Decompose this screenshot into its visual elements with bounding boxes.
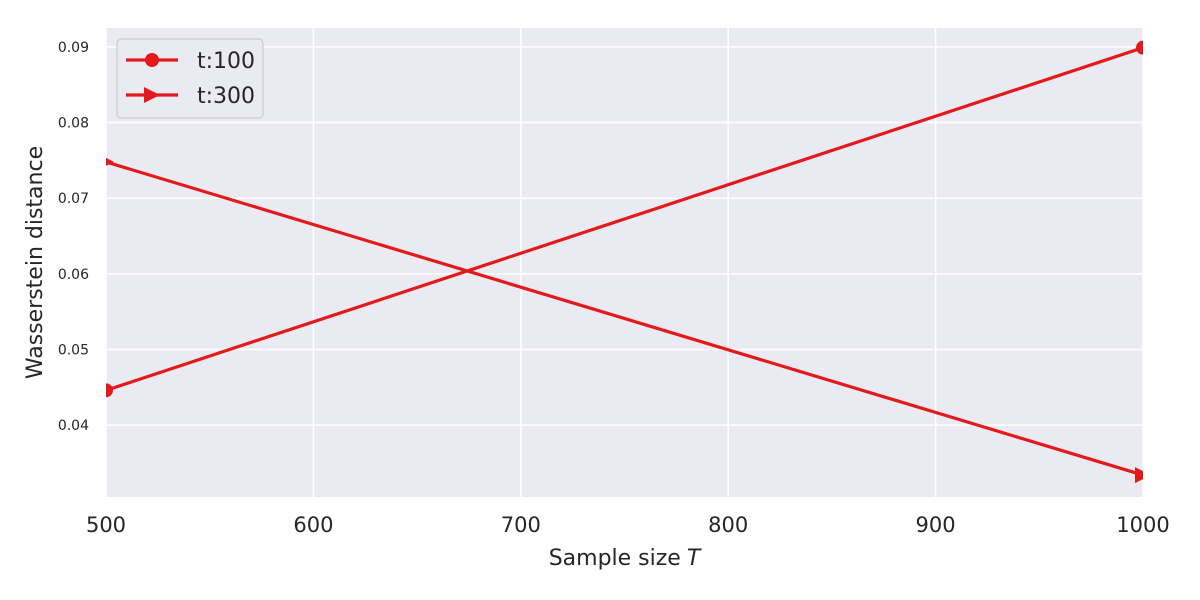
series-t-300 [106,157,1143,484]
legend-item: t:100 [126,49,255,74]
grid [105,28,1144,497]
legend-label: t:100 [197,49,255,74]
y-tick-label: 0.08 [58,116,89,132]
x-tick-label: 1000 [1116,513,1169,537]
data-point [106,157,114,166]
y-tick-label: 0.04 [58,418,89,434]
legend-label: t:300 [197,84,255,109]
legend: t:100 t:300 [116,38,264,119]
x-tick-label: 700 [501,513,541,537]
y-tick-labels: 0.04 0.05 0.06 0.07 0.08 0.09 [58,40,89,434]
y-tick-label: 0.06 [58,267,89,283]
x-tick-label: 500 [86,513,126,537]
y-tick-label: 0.07 [58,191,89,207]
series-layer [106,40,1143,484]
series-t-100 [106,40,1143,398]
x-axis-label: Sample size T [549,546,702,571]
x-axis-label-text: Sample size [549,546,681,571]
legend-marker [145,53,159,67]
series-line [106,46,1143,392]
y-tick-label: 0.09 [58,40,89,56]
x-tick-label: 600 [293,513,333,537]
x-axis-label-variable: T [687,546,702,571]
data-point [1136,40,1143,55]
data-point [106,383,113,398]
x-tick-label: 900 [916,513,956,537]
series-line [106,160,1143,477]
y-tick-label: 0.05 [58,342,89,358]
x-tick-labels: 500 600 700 800 900 1000 [86,513,1170,537]
legend-marker [144,87,160,103]
y-axis-label: Wasserstein distance [23,146,48,379]
legend-item: t:300 [126,84,255,109]
data-point [1135,467,1143,484]
x-tick-label: 800 [708,513,748,537]
